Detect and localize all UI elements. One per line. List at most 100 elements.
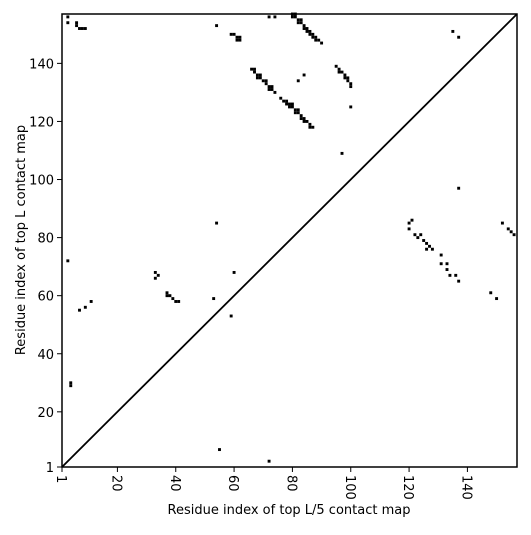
contact [174, 300, 178, 303]
contact [66, 259, 70, 263]
contact [439, 262, 443, 266]
contact [264, 82, 268, 86]
contact [288, 102, 291, 106]
contact [308, 29, 312, 33]
contact [258, 76, 262, 80]
contact [317, 38, 321, 42]
contact [439, 253, 443, 257]
y-tick-label: 60 [37, 290, 54, 305]
contact [308, 32, 312, 36]
contact [273, 90, 277, 94]
contact [229, 32, 233, 36]
contact [337, 67, 341, 71]
contact [83, 27, 87, 30]
contact [78, 308, 81, 312]
contact [296, 21, 300, 25]
contact [343, 73, 347, 77]
contact [308, 125, 312, 129]
y-tick-label: 100 [29, 174, 54, 189]
contact [290, 15, 294, 19]
contact [293, 111, 297, 115]
x-tick-label: 60 [225, 475, 240, 492]
contact [445, 262, 449, 266]
contact [288, 105, 291, 109]
contact [261, 79, 265, 83]
contact [346, 76, 350, 80]
contact [253, 67, 256, 71]
contact [299, 117, 303, 120]
contact [457, 279, 461, 283]
contact [267, 15, 271, 19]
contact [410, 218, 414, 222]
contact [89, 300, 93, 303]
x-tick-label: 40 [167, 475, 182, 492]
contact [495, 297, 499, 301]
contact [343, 76, 347, 80]
contact [311, 125, 315, 129]
contact [264, 79, 268, 83]
contact [425, 241, 429, 245]
contact [153, 270, 157, 274]
y-tick-label: 20 [37, 406, 54, 421]
contact [448, 273, 452, 277]
contact [66, 21, 70, 25]
x-tick-label: 140 [458, 475, 473, 500]
contact [296, 79, 300, 83]
contact [80, 27, 84, 30]
contact [299, 21, 303, 25]
contact [302, 24, 306, 28]
contact [212, 297, 216, 301]
contact [445, 268, 449, 271]
contact [153, 276, 157, 280]
contact [302, 119, 306, 123]
contact [305, 119, 309, 123]
contact [305, 27, 309, 30]
contact [302, 73, 306, 77]
contact [229, 314, 233, 318]
y-tick-label: 80 [37, 232, 54, 247]
contact [340, 151, 344, 155]
contact [349, 105, 353, 109]
x-tick-label: 120 [400, 475, 415, 500]
contact [75, 21, 79, 25]
contact [413, 233, 417, 237]
contact [290, 102, 294, 106]
contact [302, 27, 306, 30]
contact [267, 459, 271, 463]
x-tick-label: 100 [342, 475, 357, 500]
contact [512, 233, 516, 237]
y-axis-label: Residue index of top L contact map [14, 125, 29, 355]
y-tick-label: 40 [37, 348, 54, 363]
contact [165, 294, 169, 298]
contact [177, 300, 181, 303]
contact [156, 273, 160, 277]
contact [270, 85, 274, 89]
contact [215, 221, 219, 225]
contact [302, 117, 306, 120]
contact [290, 105, 294, 109]
contact [314, 38, 318, 42]
contact [293, 15, 297, 19]
contact [238, 35, 242, 39]
contact [253, 70, 256, 74]
contact [69, 384, 73, 388]
contact [250, 67, 254, 71]
contact [165, 291, 169, 295]
contact [311, 35, 315, 39]
contact [457, 186, 461, 190]
contact [69, 381, 73, 385]
contact [78, 27, 81, 30]
contact [238, 38, 242, 42]
contact [255, 76, 259, 80]
contact [299, 18, 303, 22]
contact [308, 122, 312, 126]
x-tick-label: 20 [108, 475, 123, 492]
contact [270, 88, 274, 91]
contact [279, 96, 283, 100]
contact [305, 29, 309, 33]
contact [296, 108, 300, 112]
contact [232, 270, 236, 274]
contact [232, 32, 236, 36]
contact [235, 38, 239, 42]
contact [457, 35, 461, 39]
